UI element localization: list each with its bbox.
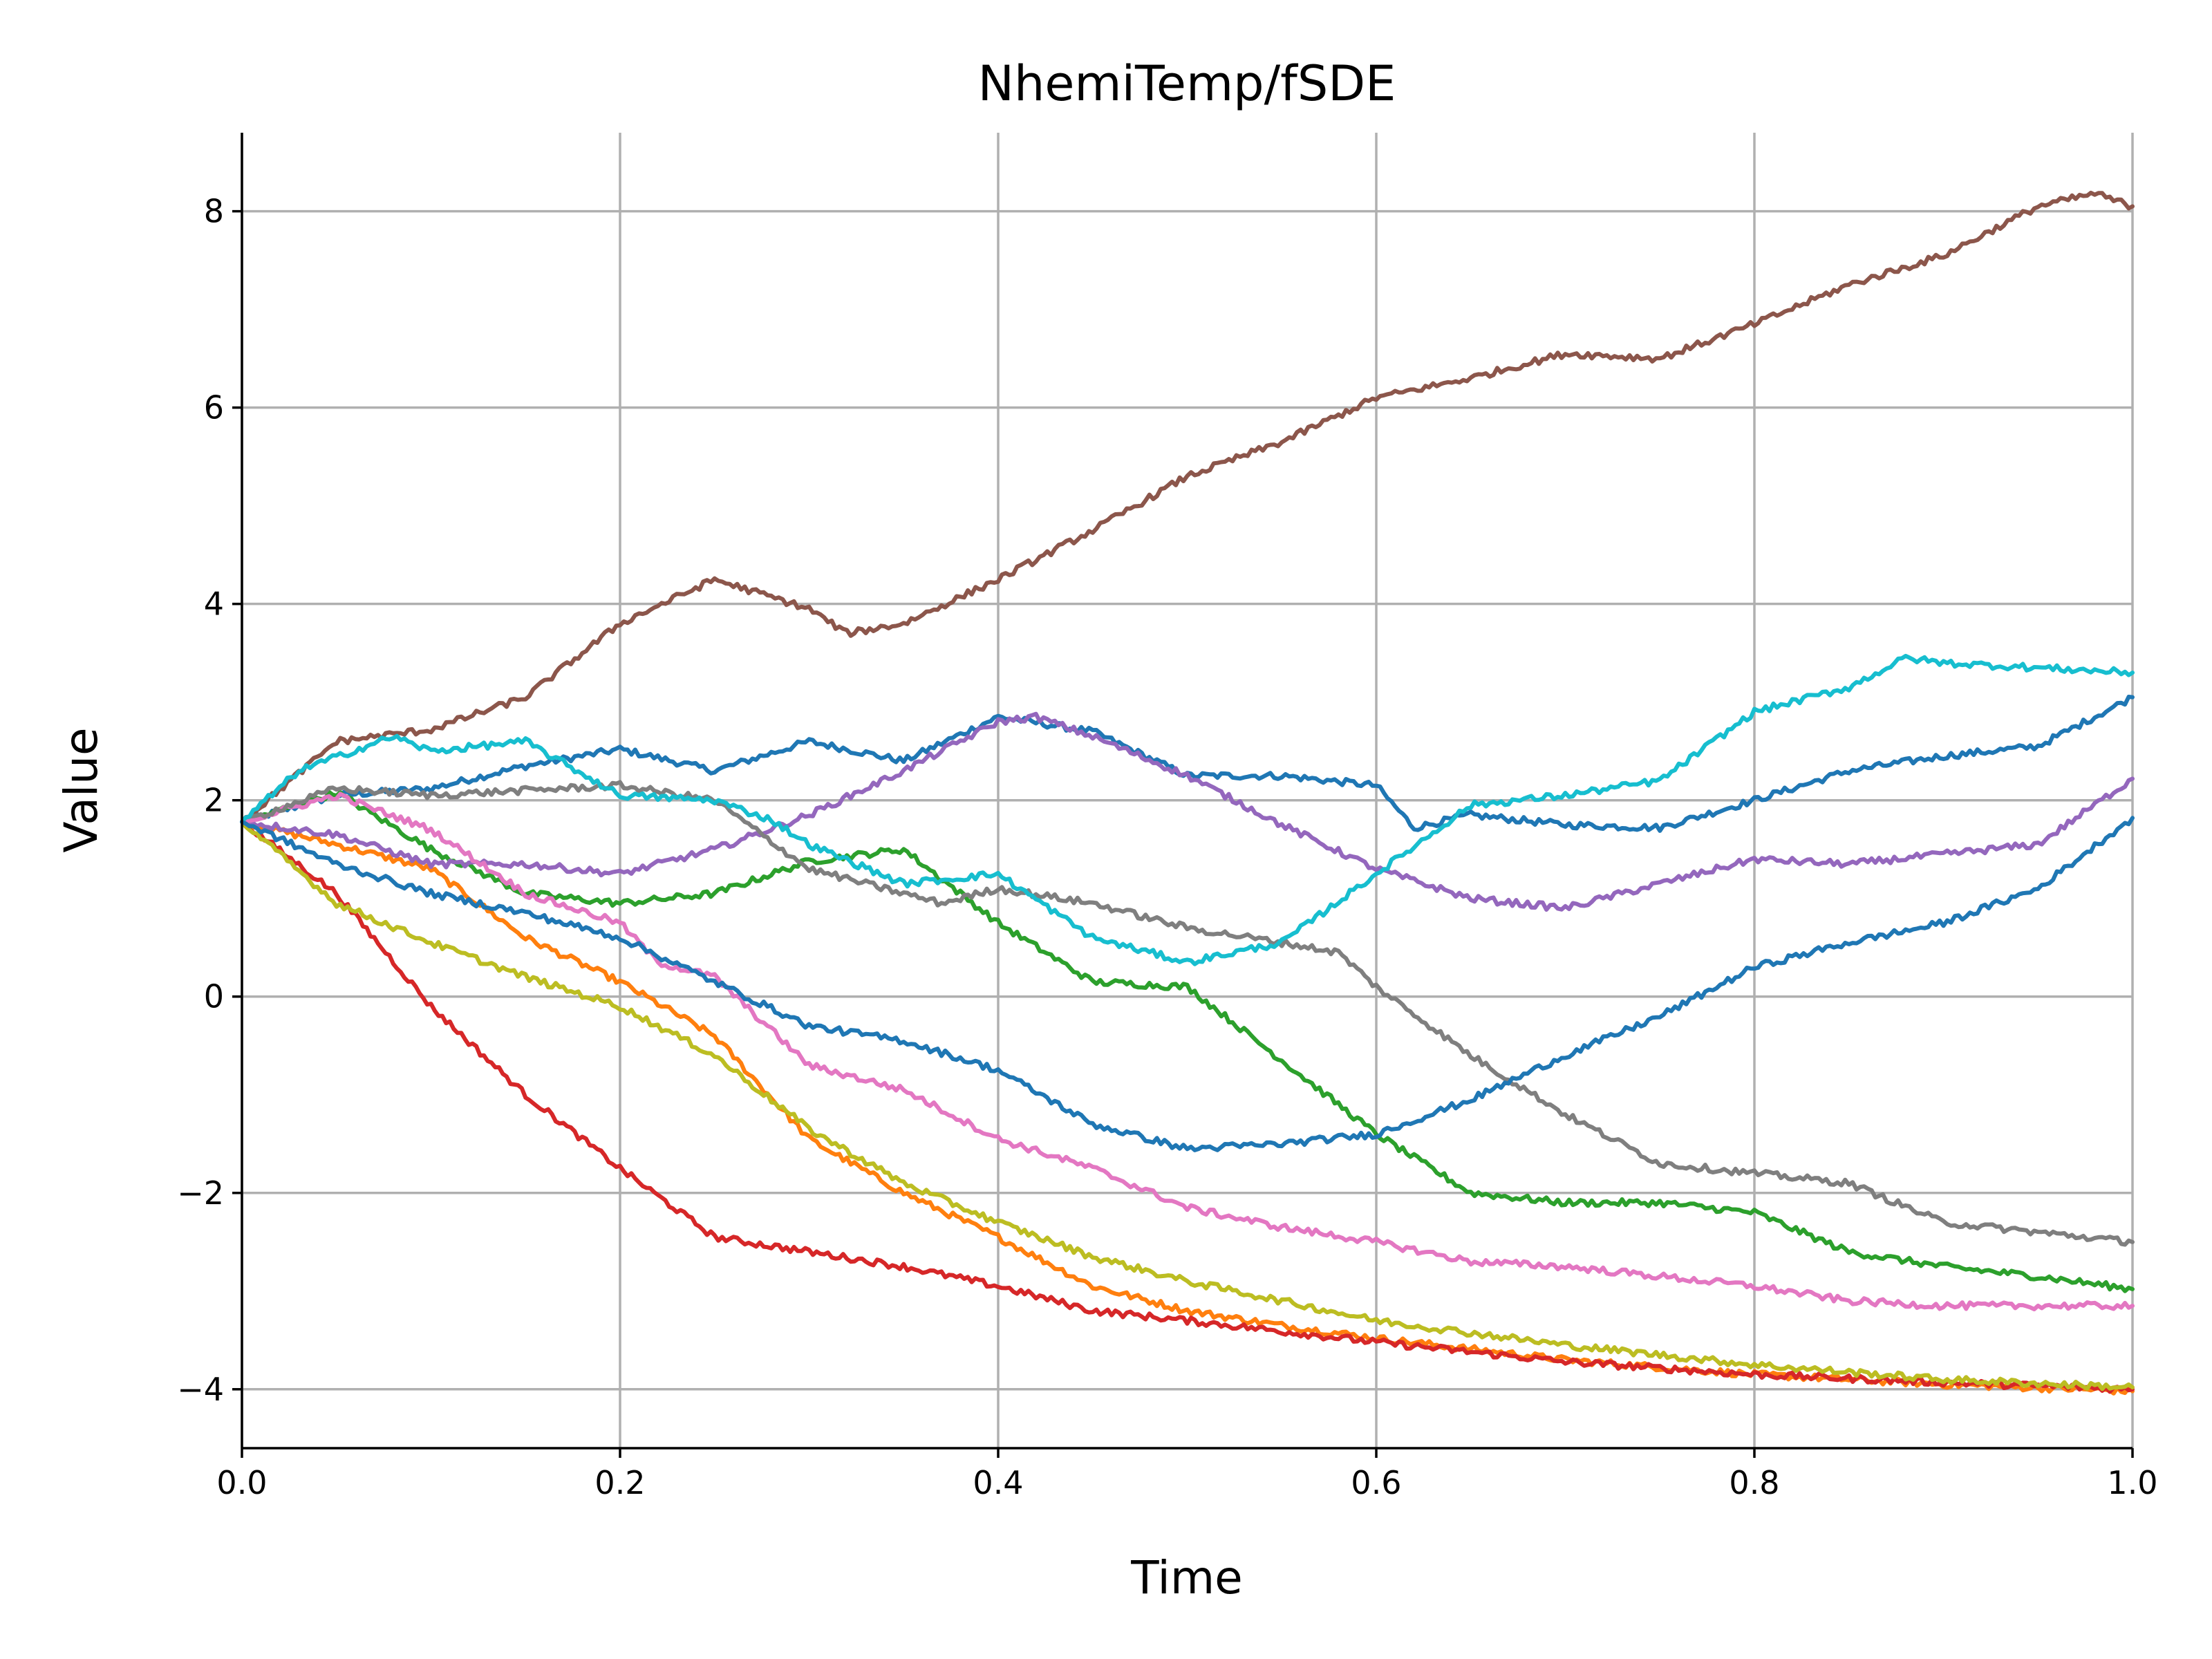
series-line-5	[240, 711, 2135, 912]
series-line-8	[240, 780, 2135, 1247]
y-tick-label: 4	[204, 585, 224, 623]
y-tick-label: 0	[204, 978, 224, 1015]
x-tick-label: 1.0	[2107, 1464, 2157, 1501]
x-axis-label: Time	[1130, 1551, 1243, 1604]
y-tick-label: 2	[204, 782, 224, 819]
series-line-1	[240, 695, 2135, 833]
x-tick-label: 0.6	[1351, 1464, 1401, 1501]
series-line-9	[240, 819, 2135, 1391]
y-tick-label: 6	[204, 389, 224, 427]
y-axis-label: Value	[55, 727, 108, 852]
series-line-4	[240, 819, 2135, 1394]
grid	[241, 133, 2134, 1448]
series-line-10	[240, 653, 2135, 966]
series-line-3	[240, 789, 2135, 1293]
y-tick-label: −2	[177, 1174, 224, 1212]
y-tick-label: −4	[177, 1371, 224, 1408]
x-tick-label: 0.8	[1729, 1464, 1779, 1501]
x-tick-label: 0.2	[594, 1464, 645, 1501]
x-tick-label: 0.4	[973, 1464, 1023, 1501]
y-tick-label: 8	[204, 193, 224, 230]
chart-title: NhemiTemp/fSDE	[978, 55, 1396, 112]
series-line-11	[240, 816, 2135, 1152]
x-ticks: 0.0 0.2 0.4 0.6 0.8 1.0	[216, 1448, 2158, 1501]
y-ticks: −4 −2 0 2 4 6 8	[177, 193, 242, 1408]
series-line-6	[240, 190, 2135, 824]
axes	[241, 133, 2133, 1450]
x-tick-label: 0.0	[216, 1464, 267, 1501]
series-line-7	[240, 791, 2135, 1311]
series-layer	[240, 190, 2135, 1396]
series-line-2	[240, 819, 2135, 1396]
